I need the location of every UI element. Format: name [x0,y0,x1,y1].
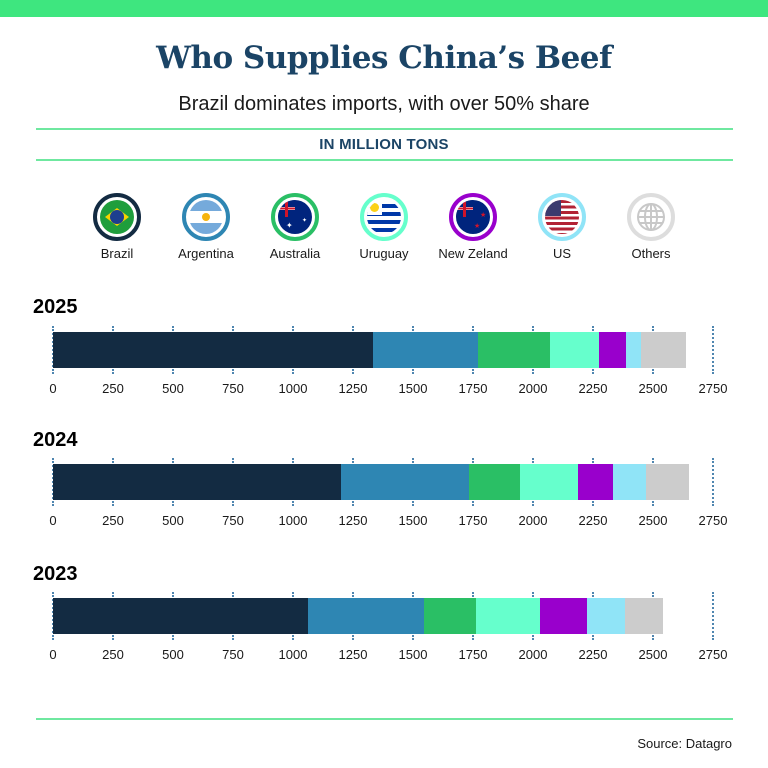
bar-segment-uruguay[interactable] [520,464,578,500]
bar-segment-us[interactable] [586,598,625,634]
axis-tick-label: 1750 [458,381,488,396]
legend-item-uruguay: Uruguay [339,193,429,261]
bar-segment-brazil[interactable] [53,464,341,500]
legend-label: Uruguay [359,246,409,261]
axis-tick-label: 1250 [338,513,368,528]
australia-flag-icon: ✦ ✦ [278,200,312,234]
axis-tick-label: 750 [222,381,244,396]
divider-bottom [36,718,733,720]
us-flag-icon [545,200,579,234]
source-note: Source: Datagro [637,736,732,751]
year-label-2024: 2024 [33,429,78,451]
bar-segment-others[interactable] [645,464,689,500]
axis-tick-label: 250 [102,647,124,662]
legend-label: New Zeland [438,246,508,261]
axis-tick-label: 250 [102,381,124,396]
legend: Brazil Argentina ✦ ✦ Australia Urugua [72,193,712,263]
legend-label: Argentina [178,246,234,261]
axis-tick-label: 2750 [698,381,728,396]
axis-tick-label: 2000 [518,513,548,528]
axis-tick-label: 2750 [698,647,728,662]
axis-tick-label: 1250 [338,647,368,662]
uruguay-flag-icon [367,200,401,234]
axis-tick-label: 1000 [278,513,308,528]
bar-segment-australia[interactable] [468,464,521,500]
axis-tick-label: 2250 [578,381,608,396]
bar-chart-2024: 0 250 500 750 1000 1250 1500 1750 2000 2250 2500 27… [0,456,768,536]
axis-tick-label: 1000 [278,381,308,396]
chart-subtitle: Brazil dominates imports, with over 50% … [178,93,590,115]
axis-tick-label: 2000 [518,381,548,396]
legend-item-australia: ✦ ✦ Australia [250,193,340,261]
legend-item-us: US [517,193,607,261]
bar-segment-us[interactable] [625,332,641,368]
globe-icon [634,200,668,234]
bar-segment-uruguay[interactable] [550,332,599,368]
axis-tick-label: 750 [222,513,244,528]
axis-tick-label: 1250 [338,381,368,396]
axis-tick-label: 500 [162,513,184,528]
legend-item-new-zealand: ★ ★ New Zeland [428,193,518,261]
divider-top [36,128,733,130]
legend-label: US [552,246,572,261]
axis-tick-label: 250 [102,513,124,528]
bar-segment-uruguay[interactable] [476,598,540,634]
year-label-2023: 2023 [33,563,78,585]
bar-segment-argentina[interactable] [372,332,479,368]
bar-segment-argentina[interactable] [307,598,425,634]
new-zealand-flag-icon: ★ ★ [456,200,490,234]
bar-segment-brazil[interactable] [53,332,373,368]
axis-tick-label: 1500 [398,513,428,528]
axis-tick-label: 500 [162,381,184,396]
legend-label: Brazil [100,246,134,261]
unit-label: IN MILLION TONS [319,136,449,153]
bar-segment-argentina[interactable] [341,464,469,500]
axis-tick-label: 500 [162,647,184,662]
legend-item-brazil: Brazil [72,193,162,261]
axis-tick-label: 2000 [518,647,548,662]
brazil-flag-icon [100,200,134,234]
axis-tick-label: 2500 [638,381,668,396]
bar-segment-others[interactable] [624,598,664,634]
axis-tick [712,458,714,506]
axis-tick-label: 2750 [698,513,728,528]
axis-tick-label: 1750 [458,647,488,662]
bar-segment-us[interactable] [612,464,646,500]
bar-chart-2025: 0 250 500 750 1000 1250 1500 1750 2000 2250 2500 27… [0,324,768,404]
year-label-2025: 2025 [33,296,78,318]
stacked-bar [53,464,689,500]
argentina-flag-icon [189,200,223,234]
axis-tick-label: 0 [49,647,57,662]
bar-segment-australia[interactable] [478,332,551,368]
bar-chart-2023: 0 250 500 750 1000 1250 1500 1750 2000 2250 2500 27… [0,590,768,670]
axis-tick [712,326,714,374]
bar-segment-australia[interactable] [424,598,477,634]
axis-tick-label: 1500 [398,381,428,396]
bar-segment-new-zeland[interactable] [539,598,587,634]
axis-tick [712,592,714,640]
axis-tick-label: 2250 [578,647,608,662]
axis-tick-label: 1500 [398,647,428,662]
chart-title: Who Supplies China’s Beef [156,40,612,76]
axis-tick-label: 0 [49,381,57,396]
axis-tick-label: 1750 [458,513,488,528]
bar-segment-new-zeland[interactable] [577,464,613,500]
bar-segment-brazil[interactable] [53,598,308,634]
legend-item-others: Others [606,193,696,261]
bar-segment-others[interactable] [640,332,686,368]
axis-tick-label: 1000 [278,647,308,662]
axis-tick-label: 750 [222,647,244,662]
axis-tick-label: 2500 [638,647,668,662]
stacked-bar [53,598,664,634]
stacked-bar [53,332,686,368]
legend-label: Australia [269,246,321,261]
legend-label: Others [631,246,671,261]
legend-item-argentina: Argentina [161,193,251,261]
divider-unit [36,159,733,161]
axis-tick-label: 2500 [638,513,668,528]
axis-tick-label: 2250 [578,513,608,528]
top-accent-band [0,0,768,17]
axis-tick-label: 0 [49,513,57,528]
bar-segment-new-zeland[interactable] [598,332,626,368]
